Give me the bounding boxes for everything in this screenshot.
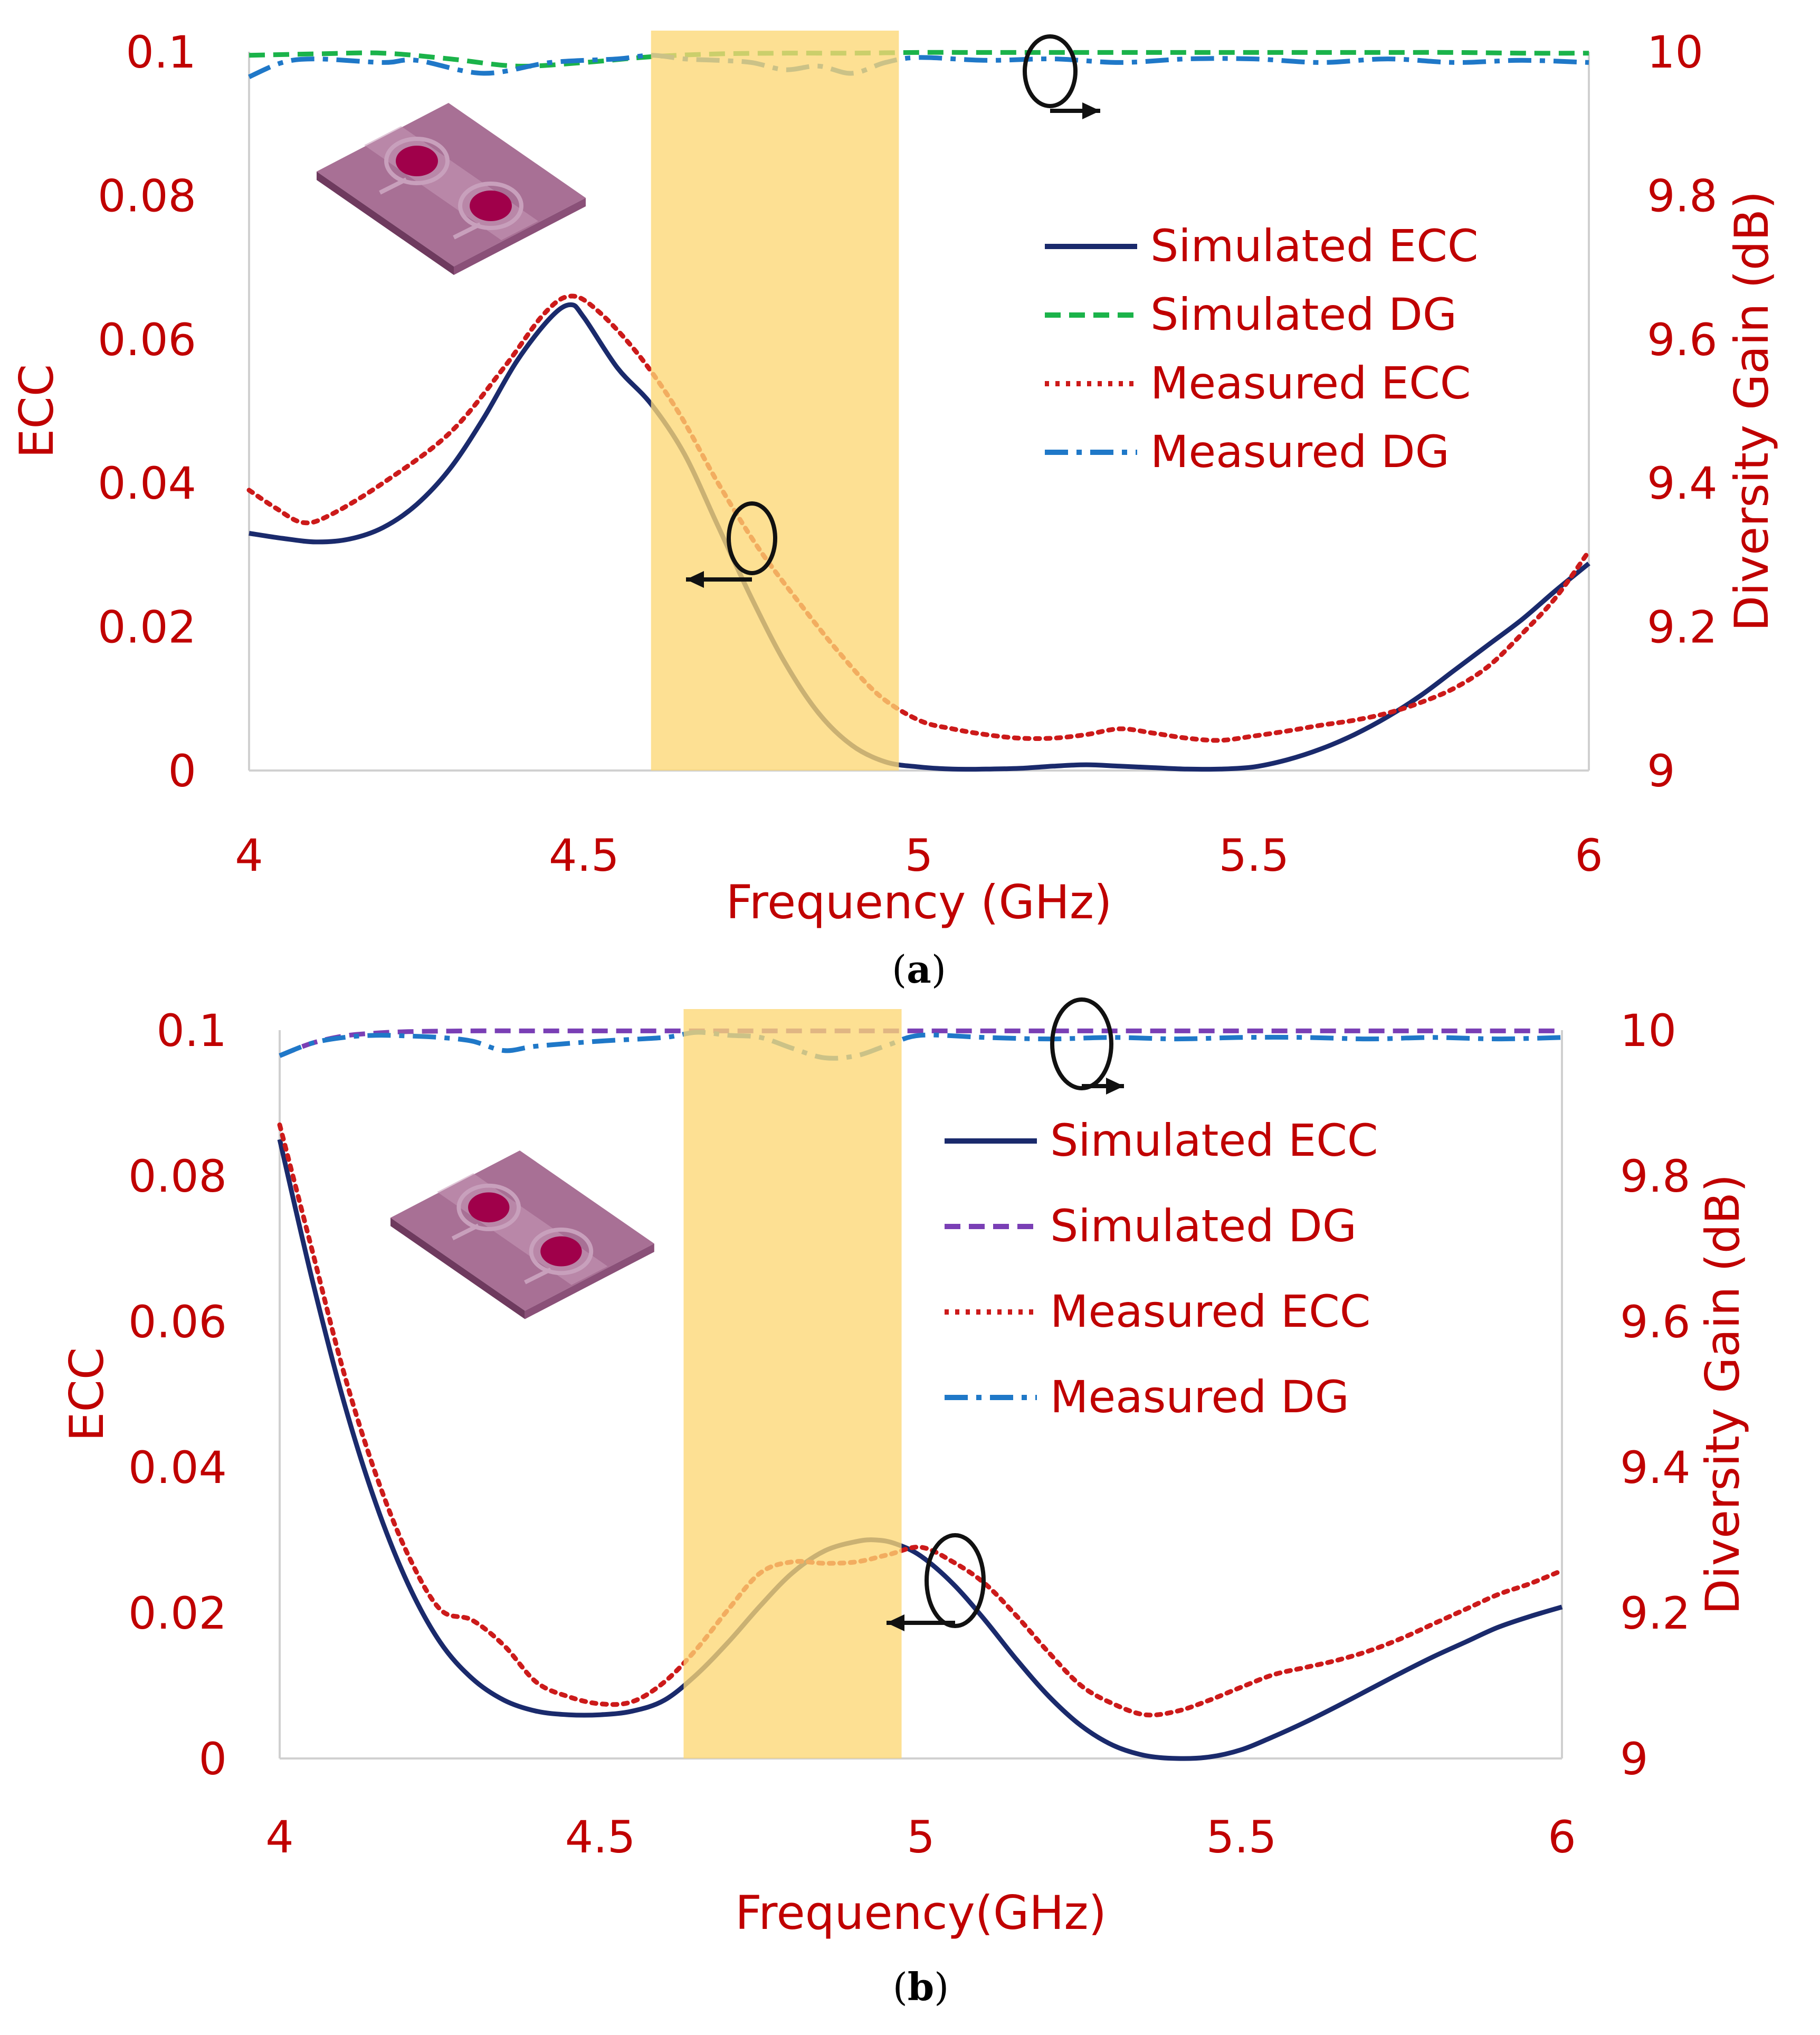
- chart-panel-a: 4 4.5 5 5.5 6 0 0.02 0.04 0.06 0.08 0.1 9 9.2 9.4 9.6 9…: [9, 26, 1779, 992]
- x-tick-label: 5: [907, 1811, 935, 1863]
- y-right-axis-label: Diversity Gain (dB): [1695, 1174, 1750, 1615]
- legend-label: Simulated DG: [1050, 1200, 1357, 1252]
- y-left-tick-label: 0.08: [98, 170, 196, 222]
- y-left-tick-label: 0.02: [128, 1587, 227, 1639]
- y-right-tick-label: 9.8: [1620, 1150, 1691, 1202]
- y-right-tick-label: 9.4: [1647, 458, 1718, 509]
- inset-antenna-board: [317, 103, 586, 275]
- inset-antenna-board: [390, 1150, 654, 1319]
- panel-label: (b): [893, 1964, 949, 2009]
- x-axis-label: Frequency (GHz): [726, 875, 1112, 929]
- x-tick-label: 4.5: [565, 1811, 636, 1863]
- legend-label: Measured ECC: [1150, 357, 1471, 409]
- panel-label-close: ): [934, 1965, 949, 2009]
- x-tick-label: 5: [905, 830, 933, 881]
- x-tick-label: 6: [1575, 830, 1603, 881]
- y-right-tick-label: 10: [1647, 26, 1703, 78]
- y-left-tick-label: 0.04: [98, 458, 196, 509]
- y-right-tick-label: 9.4: [1620, 1442, 1691, 1494]
- inset-antenna-image: [317, 103, 586, 275]
- panel-label: (a): [892, 947, 946, 992]
- y-right-tick-label: 9.2: [1620, 1587, 1691, 1639]
- y-left-tick-label: 0.04: [128, 1442, 227, 1494]
- axis-indicator-loop: [1050, 997, 1113, 1090]
- panel-label-letter: b: [908, 1964, 934, 2009]
- y-left-tick-label: 0: [199, 1733, 227, 1785]
- x-tick-label: 5.5: [1218, 830, 1289, 881]
- inset-antenna-image: [390, 1150, 654, 1319]
- axis-indicator-arrowhead: [1082, 102, 1100, 119]
- axis-indicator-loop: [727, 501, 777, 575]
- y-right-tick-label: 9.2: [1647, 602, 1718, 653]
- panel-label-close: ): [931, 947, 946, 992]
- y-left-tick-label: 0.02: [98, 602, 196, 653]
- panel-label-open: (: [893, 1965, 908, 2009]
- x-axis-label: Frequency(GHz): [735, 1886, 1107, 1940]
- legend-label: Simulated ECC: [1150, 220, 1479, 272]
- x-tick-label: 4: [265, 1811, 293, 1863]
- series-line-measured-ecc: [246, 293, 1592, 743]
- y-right-tick-label: 9.6: [1647, 314, 1718, 366]
- series-line-measured-dg: [279, 1030, 1562, 1061]
- y-right-tick-label: 10: [1620, 1005, 1676, 1057]
- y-right-tick-label: 9: [1647, 745, 1675, 797]
- series-line-simulated-dg: [249, 50, 1589, 69]
- y-left-tick-label: 0.08: [128, 1150, 227, 1202]
- y-right-tick-label: 9.6: [1620, 1296, 1691, 1348]
- y-left-axis-label: ECC: [9, 364, 64, 459]
- y-right-tick-label: 9: [1620, 1733, 1648, 1785]
- y-left-tick-label: 0.06: [98, 314, 196, 366]
- axis-indicator-loop: [925, 1533, 986, 1628]
- y-left-tick-label: 0.06: [128, 1296, 227, 1348]
- axis-indicator-arrowhead: [887, 1614, 904, 1631]
- highlight-band: [683, 1009, 902, 1758]
- legend-label: Simulated DG: [1150, 289, 1457, 340]
- y-left-tick-label: 0: [168, 745, 196, 797]
- x-tick-label: 4.5: [549, 830, 620, 881]
- y-left-tick-label: 0.1: [126, 26, 196, 78]
- y-left-tick-label: 0.1: [156, 1005, 227, 1057]
- highlight-band: [651, 31, 899, 771]
- y-right-axis-label: Diversity Gain (dB): [1724, 191, 1779, 632]
- panel-label-open: (: [892, 947, 907, 992]
- axis-indicator-arrowhead: [1106, 1078, 1124, 1095]
- y-left-axis-label: ECC: [60, 1347, 114, 1442]
- panel-label-letter: a: [907, 947, 931, 992]
- legend-label: Simulated ECC: [1050, 1115, 1378, 1166]
- chart-panel-b: 4 4.5 5 5.5 6 0 0.02 0.04 0.06 0.08 0.1 9 9.2 9.4 9.6 9…: [60, 997, 1750, 2009]
- x-tick-label: 5.5: [1206, 1811, 1277, 1863]
- axis-indicator-arrowhead: [686, 571, 704, 588]
- legend-label: Measured ECC: [1050, 1286, 1370, 1337]
- axis-indicator-loop: [1023, 34, 1078, 108]
- legend-label: Measured DG: [1050, 1371, 1349, 1423]
- x-tick-label: 6: [1548, 1811, 1576, 1863]
- legend-label: Measured DG: [1150, 426, 1450, 478]
- x-tick-label: 4: [235, 830, 263, 881]
- y-right-tick-label: 9.8: [1647, 170, 1718, 222]
